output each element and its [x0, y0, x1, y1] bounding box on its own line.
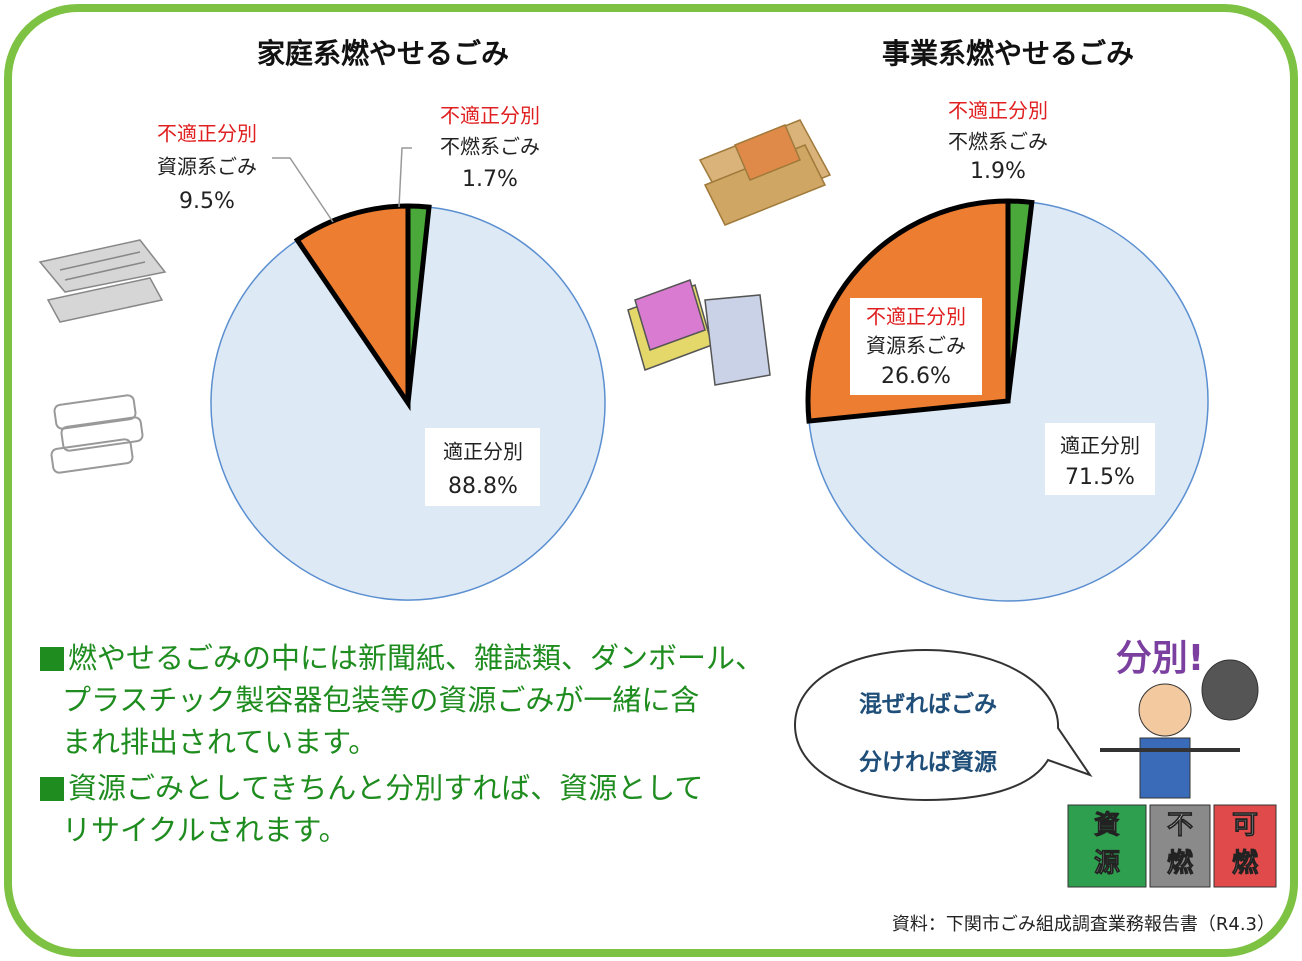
bin-label: 燃 [1167, 849, 1194, 879]
infographic: 家庭系燃やせるごみ不適正分別不燃系ごみ1.7%適正分別88.8%不適正分別資源系… [0, 0, 1302, 961]
slice-label: 適正分別 [1060, 434, 1140, 458]
value-label: 88.8% [448, 474, 518, 499]
slice-tag: 不適正分別 [948, 99, 1048, 123]
slice-tag: 不適正分別 [157, 122, 257, 146]
value-label: 1.9% [970, 159, 1026, 184]
note-text: プラスチック製容器包装等の資源ごみが一緒に含 [62, 683, 699, 717]
slice-label: 資源系ごみ [866, 334, 966, 358]
slice-label: 資源系ごみ [157, 155, 257, 179]
note-text: まれ排出されています。 [62, 725, 377, 759]
bubble-text: 分ければ資源 [859, 749, 997, 776]
source-note: 資料：下関市ごみ組成調査業務報告書（R4.3） [892, 914, 1275, 935]
illustration-title: 分別! [1116, 638, 1204, 679]
slice-label: 適正分別 [443, 440, 523, 464]
slice-label: 不燃系ごみ [948, 130, 1048, 154]
value-label: 1.7% [462, 167, 518, 192]
slice-tag: 不適正分別 [866, 305, 966, 329]
bin-label: 不 [1167, 811, 1193, 841]
bin-label: 可 [1232, 811, 1258, 841]
bin-label: 資 [1094, 811, 1120, 841]
bubble-text: 混ぜればごみ [859, 691, 997, 718]
slice-tag: 不適正分別 [440, 104, 540, 128]
bin-label: 源 [1094, 849, 1120, 879]
bullet [40, 777, 64, 801]
value-label: 26.6% [881, 364, 951, 389]
bullet [40, 647, 64, 671]
note-text: 燃やせるごみの中には新聞紙、雑誌類、ダンボール、 [68, 641, 764, 675]
note-text: リサイクルされます。 [62, 813, 348, 847]
chart-title: 家庭系燃やせるごみ [257, 37, 509, 70]
value-label: 9.5% [179, 189, 235, 214]
note-text: 資源ごみとしてきちんと分別すれば、資源として [68, 771, 703, 805]
page: 家庭系燃やせるごみ不適正分別不燃系ごみ1.7%適正分別88.8%不適正分別資源系… [0, 0, 1302, 961]
bin-label: 燃 [1232, 849, 1259, 879]
value-label: 71.5% [1065, 465, 1135, 490]
slice-label: 不燃系ごみ [440, 135, 540, 159]
chart-title: 事業系燃やせるごみ [882, 37, 1134, 70]
